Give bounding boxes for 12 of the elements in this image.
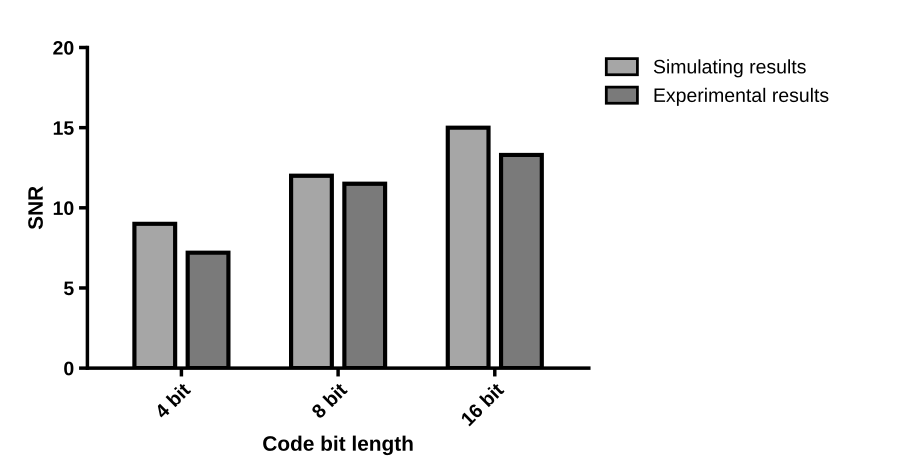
x-tick-label: 4 bit	[153, 381, 192, 420]
legend-label: Simulating results	[654, 59, 806, 78]
legend-label: Experimental results	[654, 88, 828, 106]
y-tick-label: 0	[64, 362, 74, 376]
x-axis-title: Code bit length	[263, 436, 413, 456]
x-tick-label: 16 bit	[460, 381, 505, 426]
y-tick-label: 10	[54, 201, 74, 216]
x-tick-label: 8 bit	[310, 381, 348, 420]
y-axis-title: SNR	[28, 186, 43, 230]
y-tick-label: 20	[53, 40, 74, 55]
y-tick-label: 5	[64, 282, 74, 296]
y-tick-label: 15	[54, 121, 74, 135]
